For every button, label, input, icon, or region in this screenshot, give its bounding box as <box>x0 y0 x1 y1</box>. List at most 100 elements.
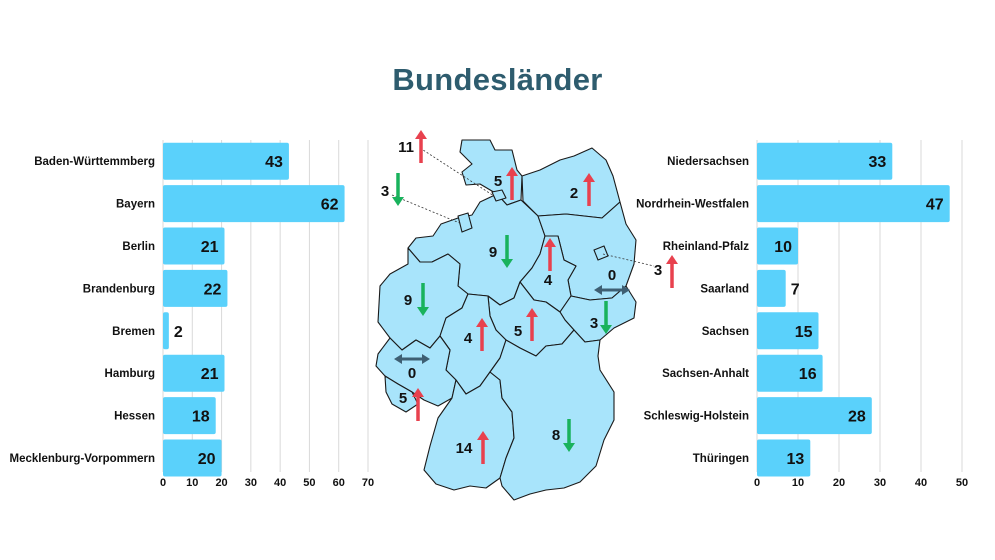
hamburg-leader-line <box>419 147 495 197</box>
bar <box>757 354 823 392</box>
bar-value-label: 7 <box>791 281 800 298</box>
x-tick-label: 0 <box>754 477 760 489</box>
bar <box>757 185 950 223</box>
right-bar-chart: 0 10 20 30 40 50 Niedersachsen 33 Nordrhein-West… <box>636 140 968 489</box>
bar-value-label: 62 <box>321 197 339 214</box>
trend-arrow-up-icon <box>544 238 556 271</box>
map-value-thueringen: 5 <box>514 323 522 340</box>
bar <box>757 312 819 350</box>
category-label: Sachsen <box>702 326 749 338</box>
category-label: Thüringen <box>693 453 749 465</box>
x-tick-label: 10 <box>186 477 198 489</box>
bar <box>163 227 225 265</box>
bar <box>757 439 811 477</box>
trend-arrow-neutral-icon <box>394 354 430 364</box>
category-label: Hessen <box>114 411 155 423</box>
map-value-bremen: 3 <box>381 183 389 200</box>
x-tick-label: 20 <box>833 477 845 489</box>
trend-arrow-up-icon <box>412 388 424 421</box>
map-state-hamburg <box>491 189 507 202</box>
trend-arrow-up-icon <box>506 167 518 200</box>
map-value-sachsen: 3 <box>590 315 598 332</box>
bar <box>757 227 798 265</box>
bar-value-label: 13 <box>787 451 805 468</box>
category-label: Saarland <box>700 283 749 295</box>
bar-value-label: 20 <box>198 451 216 468</box>
map-value-sachsen-anhalt: 4 <box>544 272 553 289</box>
map-value-nordrhein-westfalen: 9 <box>404 292 412 309</box>
map-value-bayern: 8 <box>552 427 560 444</box>
trend-arrow-up-icon <box>476 318 488 351</box>
x-tick-label: 50 <box>956 477 968 489</box>
bar <box>757 142 893 180</box>
trend-arrow-up-icon <box>526 308 538 341</box>
x-tick-label: 10 <box>792 477 804 489</box>
category-label: Schleswig-Holstein <box>644 411 749 423</box>
map-state-berlin <box>593 245 609 261</box>
category-label: Bayern <box>116 199 155 211</box>
bar <box>757 269 786 307</box>
map-value-hamburg: 11 <box>398 139 414 156</box>
trend-arrow-neutral-icon <box>594 285 630 295</box>
category-label: Bremen <box>112 326 155 338</box>
trend-arrow-up-icon <box>583 173 595 206</box>
trend-arrow-up-icon <box>415 130 427 163</box>
map-value-niedersachsen: 9 <box>489 244 497 261</box>
map-value-mecklenburg-vorpommern: 2 <box>570 185 578 202</box>
chart-title: Bundesländer <box>392 62 603 97</box>
bar <box>163 269 228 307</box>
x-tick-label: 50 <box>303 477 315 489</box>
bar <box>163 439 222 477</box>
bar <box>163 142 289 180</box>
bar-value-label: 10 <box>774 239 792 256</box>
bar-value-label: 21 <box>201 366 219 383</box>
map-value-berlin: 3 <box>654 262 662 279</box>
bar-value-label: 43 <box>265 154 283 171</box>
category-label: Baden-Württemmberg <box>34 156 155 168</box>
map-state-bremen <box>457 212 473 233</box>
map-state-mecklenburg-vorpommern <box>521 147 621 219</box>
bar <box>163 185 345 223</box>
category-label: Brandenburg <box>83 283 155 295</box>
map-value-rheinland-pfalz: 0 <box>408 365 416 382</box>
bar-value-label: 28 <box>848 409 866 426</box>
bar <box>757 397 872 435</box>
x-tick-label: 40 <box>915 477 927 489</box>
x-tick-label: 30 <box>874 477 886 489</box>
bar <box>163 312 169 350</box>
trend-arrow-down-icon <box>563 419 575 452</box>
category-label: Hamburg <box>105 368 155 380</box>
trend-arrow-down-icon <box>600 301 612 334</box>
bar-value-label: 21 <box>201 239 219 256</box>
bar-value-label: 18 <box>192 409 210 426</box>
map-value-brandenburg: 0 <box>608 267 616 284</box>
bar <box>163 354 225 392</box>
category-label: Niedersachsen <box>667 156 749 168</box>
map-value-hessen: 4 <box>464 330 473 347</box>
germany-map <box>375 139 655 501</box>
category-label: Mecklenburg-Vorpommern <box>10 453 155 465</box>
map-state-saarland <box>384 375 419 413</box>
map-state-bayern <box>489 329 615 501</box>
x-tick-label: 20 <box>215 477 227 489</box>
map-value-baden-wuerttemberg: 14 <box>456 440 473 457</box>
bremen-leader-line <box>391 194 463 225</box>
category-label: Berlin <box>122 241 155 253</box>
x-tick-label: 30 <box>245 477 257 489</box>
x-tick-label: 70 <box>362 477 374 489</box>
trend-arrow-down-icon <box>392 173 404 206</box>
bar-value-label: 22 <box>204 281 222 298</box>
category-label: Rheinland-Pfalz <box>663 241 750 253</box>
category-label: Nordrhein-Westfalen <box>636 199 749 211</box>
bar-value-label: 16 <box>799 366 817 383</box>
berlin-leader-line <box>602 253 655 267</box>
bar <box>163 397 216 435</box>
x-tick-label: 40 <box>274 477 286 489</box>
trend-arrow-up-icon <box>666 255 678 288</box>
bar-value-label: 47 <box>926 197 944 214</box>
x-tick-label: 0 <box>160 477 166 489</box>
trend-arrow-up-icon <box>477 431 489 464</box>
bar-value-label: 2 <box>174 324 183 341</box>
